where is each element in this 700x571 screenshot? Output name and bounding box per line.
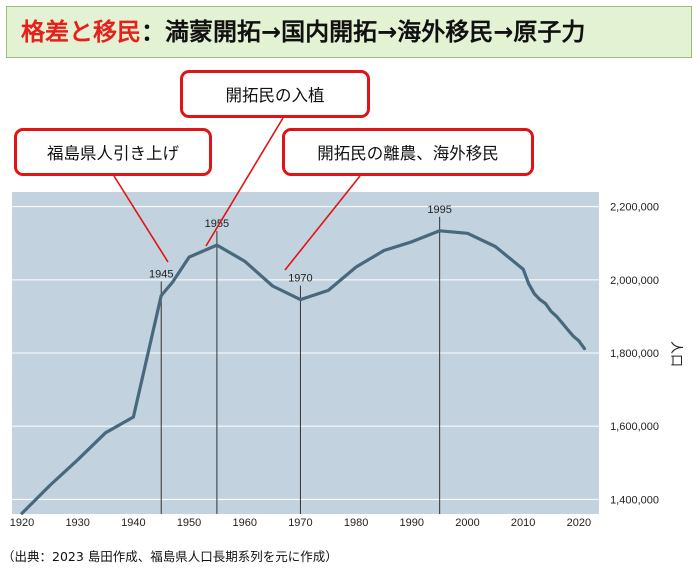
x-tick-label: 1990 <box>400 517 424 529</box>
x-tick-label: 2020 <box>567 517 591 529</box>
connector-departure <box>284 175 361 271</box>
callout-connectors <box>113 117 361 271</box>
y-tick-label: 1,600,000 <box>610 421 659 433</box>
callout-settlement-text: 開拓民の入植 <box>225 86 325 105</box>
callout-departure-text: 開拓民の離農、海外移民 <box>317 144 499 163</box>
connector-evacuation <box>113 175 169 263</box>
annotation-lines: 1945 1955 1970 1995 <box>149 204 452 514</box>
y-tick-label: 2,000,000 <box>610 275 659 287</box>
year-marker-label: 1995 <box>427 204 451 216</box>
series-layer <box>20 229 587 515</box>
x-tick-label: 1980 <box>344 517 368 529</box>
year-marker-label: 1945 <box>149 269 173 281</box>
callout-evacuation-text: 福島県人引き上げ <box>47 144 179 163</box>
x-tick-label: 1930 <box>65 517 89 529</box>
grid-layer <box>12 206 599 500</box>
title-banner: 格差と移民：満蒙開拓→国内開拓→海外移民→原子力 <box>6 6 692 58</box>
x-tick-label: 1940 <box>121 517 145 529</box>
source-note: （出典：2023 島田作成、福島県人口長期系列を元に作成） <box>2 549 338 564</box>
year-marker-label: 1970 <box>288 273 312 285</box>
title-rest: ：満蒙開拓→国内開拓→海外移民→原子力 <box>141 18 586 46</box>
title-lead: 格差と移民 <box>21 18 141 46</box>
x-tick-label: 1970 <box>288 517 312 529</box>
x-tick-label: 1960 <box>233 517 257 529</box>
connector-settlement <box>205 117 284 247</box>
callout-settlement: 開拓民の入植 <box>180 70 370 118</box>
y-tick-label: 1,400,000 <box>610 494 659 506</box>
y-tick-label: 1,800,000 <box>610 348 659 360</box>
page-title: 格差と移民：満蒙開拓→国内開拓→海外移民→原子力 <box>21 17 585 47</box>
callout-departure: 開拓民の離農、海外移民 <box>282 128 534 176</box>
y-tick-label: 2,200,000 <box>610 202 659 214</box>
x-tick-label: 1920 <box>10 517 34 529</box>
x-tick-label: 1950 <box>177 517 201 529</box>
tick-layer: 1,400,000 1,600,000 1,800,000 2,000,000 2,20… <box>10 202 683 529</box>
y-axis-label: 人口 <box>668 341 683 367</box>
population-chart: 1945 1955 1970 1995 1,400,000 1,600,000 1,800… <box>10 117 683 529</box>
x-tick-label: 2010 <box>511 517 535 529</box>
x-tick-label: 2000 <box>455 517 479 529</box>
callout-evacuation: 福島県人引き上げ <box>14 128 212 176</box>
year-marker-label: 1955 <box>205 218 229 230</box>
